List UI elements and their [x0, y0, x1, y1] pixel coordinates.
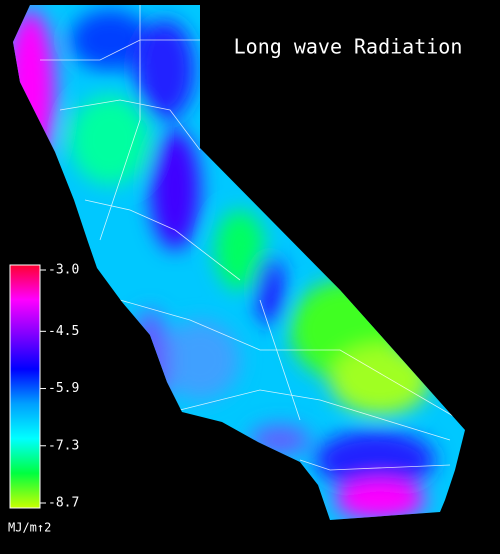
- colorbar-label: MJ/m↑2: [8, 521, 51, 535]
- colorbar-tick-label: -4.5: [48, 324, 79, 339]
- colorbar-tick-label: -8.7: [48, 496, 79, 511]
- colorbar-tick-label: -5.9: [48, 381, 79, 396]
- colorbar-tick-label: -3.0: [48, 263, 79, 278]
- title: Long wave Radiation: [234, 35, 463, 59]
- colorbar: [9, 264, 41, 509]
- colorbar-tick-label: -7.3: [48, 438, 79, 453]
